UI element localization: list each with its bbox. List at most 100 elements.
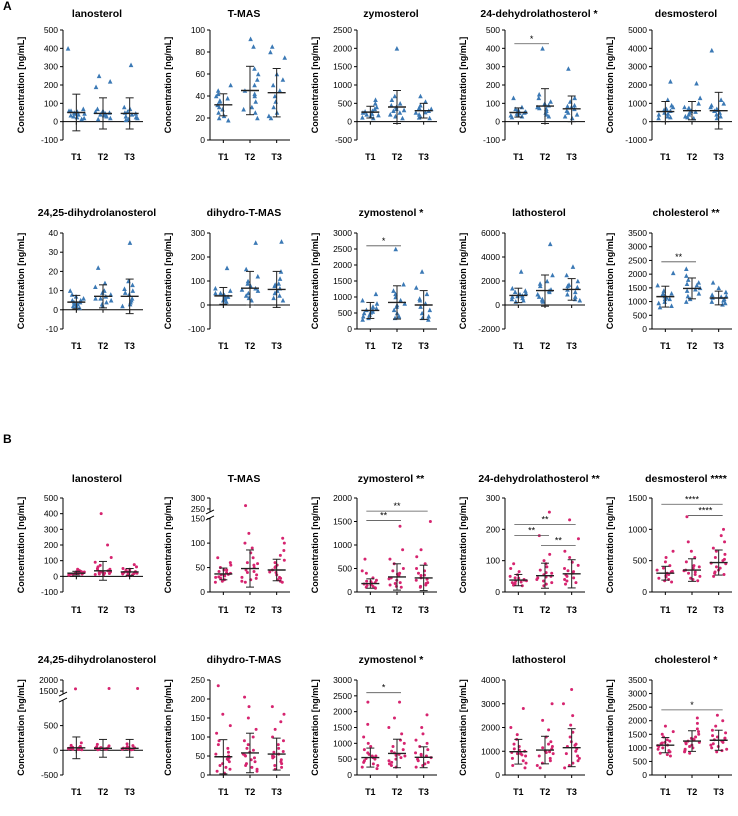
data-point — [225, 95, 230, 101]
y-axis-label: Concentration [ng/mL] — [605, 497, 615, 594]
data-point — [563, 549, 567, 553]
data-point — [693, 109, 698, 114]
data-point — [550, 571, 554, 575]
data-point — [419, 269, 425, 274]
y-tick-label: 500 — [633, 756, 647, 766]
data-point — [100, 290, 105, 295]
data-point — [664, 556, 668, 560]
y-tick-label: 40 — [49, 228, 59, 238]
data-point — [245, 278, 251, 284]
data-point — [425, 713, 429, 717]
y-tick-label: 300 — [44, 62, 58, 72]
data-point — [508, 574, 512, 578]
data-point — [399, 585, 403, 589]
data-point — [562, 113, 568, 119]
y-tick-label: 100 — [486, 556, 500, 566]
y-tick-label: 0 — [200, 770, 205, 780]
x-tick-label: T3 — [418, 341, 429, 351]
data-point — [713, 556, 717, 560]
data-point — [669, 303, 674, 308]
data-point — [104, 299, 109, 305]
data-point — [688, 745, 692, 748]
data-point — [566, 66, 571, 71]
data-point — [575, 278, 581, 284]
data-point — [709, 299, 715, 304]
data-point — [711, 742, 715, 746]
data-point — [511, 95, 516, 101]
data-point — [243, 541, 247, 545]
data-point — [366, 700, 370, 704]
data-point — [509, 114, 515, 120]
data-point — [537, 283, 543, 289]
data-point — [657, 304, 663, 310]
data-point — [418, 93, 423, 99]
x-tick-label: T2 — [687, 152, 698, 162]
chart-title: dihydro-T-MAS — [207, 207, 282, 219]
data-point — [224, 265, 230, 271]
x-tick-label: T2 — [245, 605, 256, 615]
data-point — [99, 512, 103, 516]
data-point — [93, 295, 98, 301]
data-point — [268, 570, 272, 574]
data-point — [281, 739, 285, 743]
y-tick-label: 2000 — [628, 269, 647, 279]
data-point — [226, 117, 231, 123]
y-tick-label: 4000 — [481, 252, 500, 262]
data-point — [519, 580, 523, 584]
data-point — [657, 576, 661, 580]
significance-stars: **** — [698, 506, 713, 516]
chart-title: dihydro-T-MAS — [207, 654, 282, 666]
data-point — [225, 757, 229, 761]
data-point — [669, 291, 674, 296]
y-tick-label: 0 — [495, 770, 500, 780]
data-point — [655, 568, 659, 572]
y-tick-label: 50 — [196, 563, 206, 573]
data-point — [366, 741, 370, 745]
data-point — [694, 735, 698, 739]
data-point — [665, 113, 670, 119]
y-axis-label: Concentration [ng/mL] — [16, 233, 26, 330]
data-point — [718, 97, 724, 102]
data-point — [685, 515, 689, 519]
data-point — [373, 97, 378, 102]
data-point — [240, 575, 244, 579]
axis-break-mark — [58, 691, 68, 697]
data-point — [656, 300, 662, 306]
significance-stars: ** — [528, 526, 536, 536]
data-point — [373, 586, 377, 590]
y-tick-label: 500 — [338, 98, 352, 108]
y-tick-label: 3000 — [628, 62, 647, 72]
data-point — [415, 567, 419, 570]
data-point — [512, 562, 516, 566]
data-point — [697, 95, 703, 101]
data-point — [712, 574, 716, 578]
y-tick-label: 150 — [191, 713, 205, 723]
y-tick-label: -500 — [41, 770, 58, 780]
data-point — [134, 565, 138, 569]
data-point — [693, 570, 697, 574]
data-point — [564, 752, 568, 756]
data-point — [561, 702, 565, 706]
data-point — [665, 111, 671, 116]
y-tick-label: 2000 — [481, 723, 500, 733]
data-point — [548, 99, 553, 104]
data-point — [423, 99, 428, 104]
x-tick-label: T1 — [365, 341, 376, 351]
data-point — [697, 732, 701, 736]
data-point — [71, 113, 76, 119]
y-tick-label: 300 — [191, 228, 205, 238]
data-point — [376, 112, 381, 118]
data-point — [565, 291, 570, 297]
x-tick-label: T3 — [271, 787, 282, 797]
data-point — [513, 106, 518, 112]
data-point — [689, 549, 693, 553]
data-point — [273, 561, 277, 565]
data-point — [521, 707, 525, 710]
data-point — [81, 295, 86, 301]
data-point — [221, 712, 225, 716]
data-point — [721, 101, 727, 106]
chart-title: zymostenol * — [359, 654, 425, 666]
data-point — [509, 567, 513, 570]
data-point — [276, 281, 282, 286]
